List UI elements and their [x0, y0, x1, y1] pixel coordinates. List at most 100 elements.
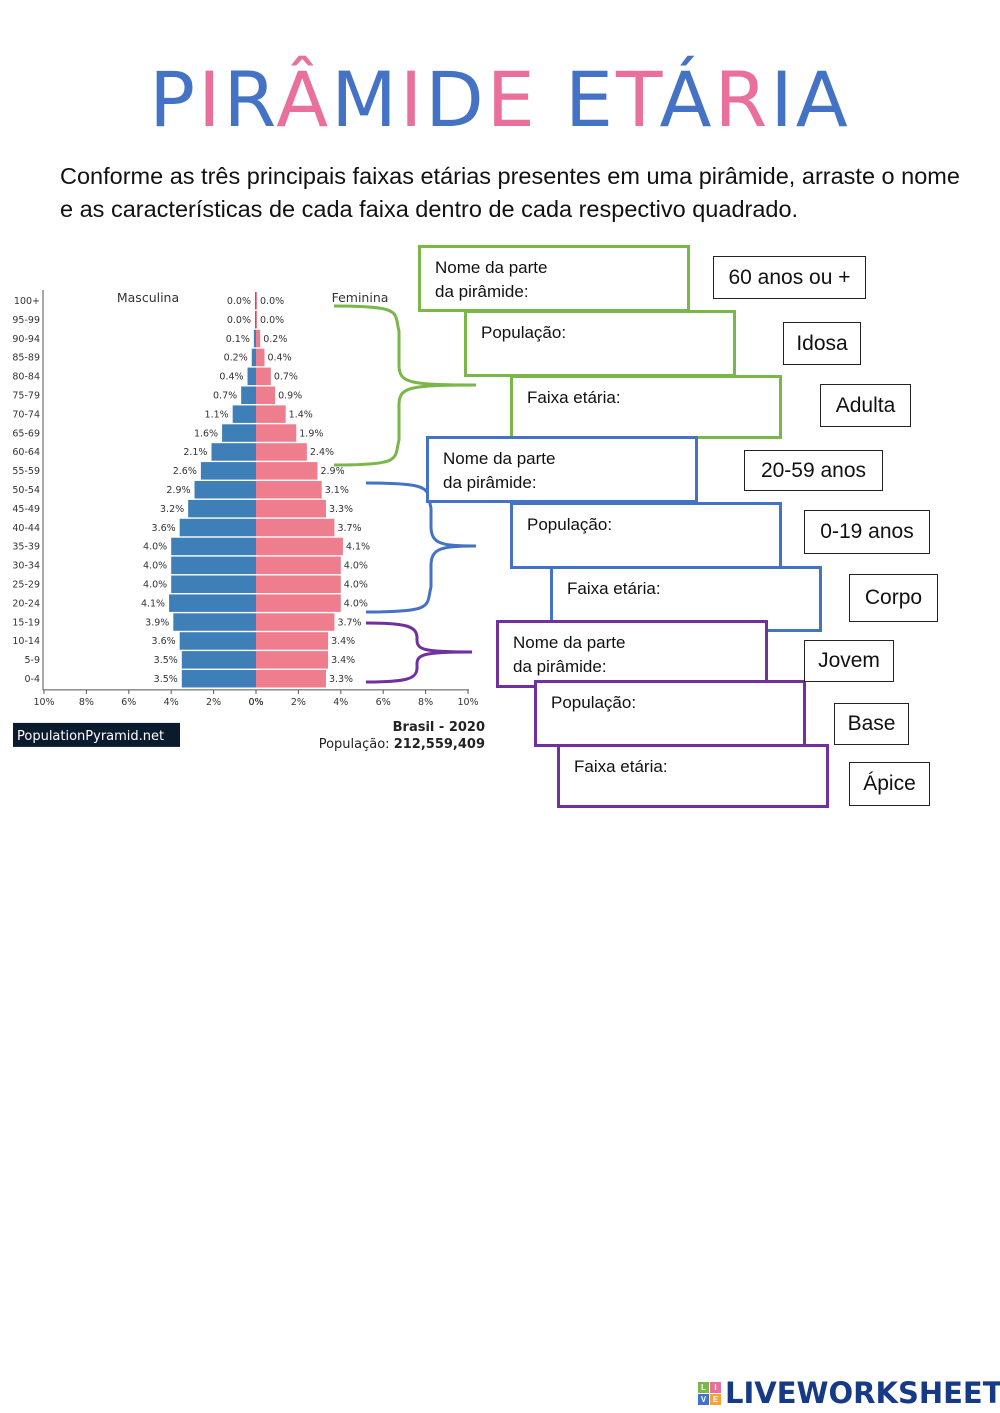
option-chip[interactable]: Corpo: [849, 574, 938, 622]
chart-title: Brasil - 2020: [393, 720, 485, 735]
female-value-label: 3.7%: [337, 617, 361, 628]
female-value-label: 3.4%: [331, 655, 355, 666]
male-value-label: 4.1%: [141, 598, 165, 609]
female-value-label: 0.7%: [274, 372, 298, 383]
male-value-label: 0.0%: [227, 315, 251, 326]
age-group-label: 65-69: [12, 428, 40, 439]
female-value-label: 0.0%: [260, 315, 284, 326]
option-chip[interactable]: 60 anos ou +: [713, 256, 866, 299]
male-bar: [181, 670, 256, 688]
population-pyramid-chart: Masculina Feminina 100+ 0.0% 0.0% 95-99 0.0% 0.…: [12, 290, 485, 752]
x-tick-label: 0%: [248, 697, 263, 708]
purple-population-dropzone[interactable]: População:: [534, 680, 806, 747]
male-bar: [194, 481, 256, 499]
x-tick-label: 8%: [418, 697, 433, 708]
female-value-label: 0.2%: [263, 334, 287, 345]
male-value-label: 3.5%: [154, 674, 178, 685]
female-bar: [256, 537, 343, 556]
female-bar: [256, 329, 261, 348]
male-value-label: 2.1%: [183, 447, 207, 458]
x-tick-label: 4%: [333, 697, 348, 708]
male-value-label: 4.0%: [143, 561, 167, 572]
instructions-text: Conforme as três principais faixas etári…: [60, 163, 960, 222]
source-label: PopulationPyramid.net: [17, 729, 164, 744]
male-value-label: 3.9%: [145, 617, 169, 628]
male-value-label: 0.7%: [213, 391, 237, 402]
age-group-label: 85-89: [12, 353, 40, 364]
male-bar: [255, 310, 256, 329]
female-bar: [256, 556, 341, 575]
purple-age-dropzone[interactable]: Faixa etária:: [557, 744, 829, 808]
female-value-label: 4.0%: [344, 598, 368, 609]
population-value: 212,559,409: [394, 737, 485, 752]
male-bar: [241, 386, 256, 404]
male-value-label: 3.6%: [152, 636, 176, 647]
green-population-dropzone[interactable]: População:: [464, 310, 736, 377]
female-value-label: 2.9%: [320, 466, 344, 477]
female-bar: [256, 348, 265, 367]
option-chip[interactable]: Adulta: [820, 384, 911, 427]
purple-name-dropzone[interactable]: Nome da parte da pirâmide:: [496, 620, 768, 688]
male-value-label: 0.0%: [227, 296, 251, 307]
option-chip[interactable]: Ápice: [849, 762, 930, 806]
x-tick-label: 6%: [121, 697, 136, 708]
female-value-label: 3.4%: [331, 636, 355, 647]
male-bar: [253, 329, 256, 348]
male-bar: [171, 575, 256, 593]
male-value-label: 4.0%: [143, 542, 167, 553]
option-chip[interactable]: 0-19 anos: [804, 510, 930, 554]
age-group-label: 90-94: [12, 334, 40, 345]
option-chip[interactable]: 20-59 anos: [744, 450, 883, 491]
blue-name-dropzone[interactable]: Nome da parte da pirâmide:: [426, 436, 698, 503]
x-tick-label: 6%: [376, 697, 391, 708]
logo-letter: E: [710, 1393, 721, 1405]
male-bar: [179, 518, 256, 537]
male-bar: [200, 462, 256, 480]
purple-bracket: [365, 621, 473, 684]
male-value-label: 3.5%: [154, 655, 178, 666]
female-value-label: 1.4%: [289, 409, 313, 420]
female-bar: [256, 386, 276, 404]
female-value-label: 0.9%: [278, 391, 302, 402]
x-tick-label: 10%: [33, 697, 54, 708]
male-value-label: 0.4%: [219, 372, 243, 383]
age-group-label: 50-54: [12, 485, 40, 496]
age-group-label: 55-59: [12, 466, 40, 477]
male-value-label: 4.0%: [143, 580, 167, 591]
male-bar: [171, 537, 256, 556]
male-value-label: 3.6%: [152, 523, 176, 534]
blue-population-dropzone[interactable]: População:: [510, 502, 782, 569]
age-group-label: 100+: [14, 296, 40, 307]
age-group-label: 75-79: [12, 391, 40, 402]
age-group-label: 0-4: [24, 674, 40, 685]
green-name-dropzone[interactable]: Nome da parte da pirâmide:: [418, 245, 690, 312]
male-bar: [171, 556, 256, 575]
female-bar: [256, 481, 322, 499]
female-bar: [256, 367, 271, 386]
option-chip[interactable]: Jovem: [804, 640, 894, 682]
age-group-label: 80-84: [12, 372, 40, 383]
female-value-label: 3.3%: [329, 674, 353, 685]
female-bar: [256, 499, 326, 518]
female-value-label: 4.1%: [346, 542, 370, 553]
x-tick-label: 2%: [206, 697, 221, 708]
male-bar: [251, 348, 256, 367]
option-chip[interactable]: Base: [834, 703, 909, 745]
female-bar: [256, 292, 257, 310]
age-group-label: 15-19: [12, 617, 40, 628]
male-bar: [173, 613, 256, 631]
female-bar: [256, 518, 335, 537]
x-tick-label: 10%: [457, 697, 478, 708]
age-group-label: 35-39: [12, 542, 40, 553]
male-value-label: 2.9%: [166, 485, 190, 496]
female-value-label: 0.4%: [267, 353, 291, 364]
green-age-dropzone[interactable]: Faixa etária:: [510, 375, 782, 439]
female-value-label: 3.7%: [337, 523, 361, 534]
population-text: População: 212,559,409: [319, 737, 485, 752]
female-value-label: 1.9%: [299, 428, 323, 439]
option-chip[interactable]: Idosa: [783, 322, 861, 365]
female-bar: [256, 405, 286, 423]
logo-letter: L: [698, 1381, 709, 1393]
